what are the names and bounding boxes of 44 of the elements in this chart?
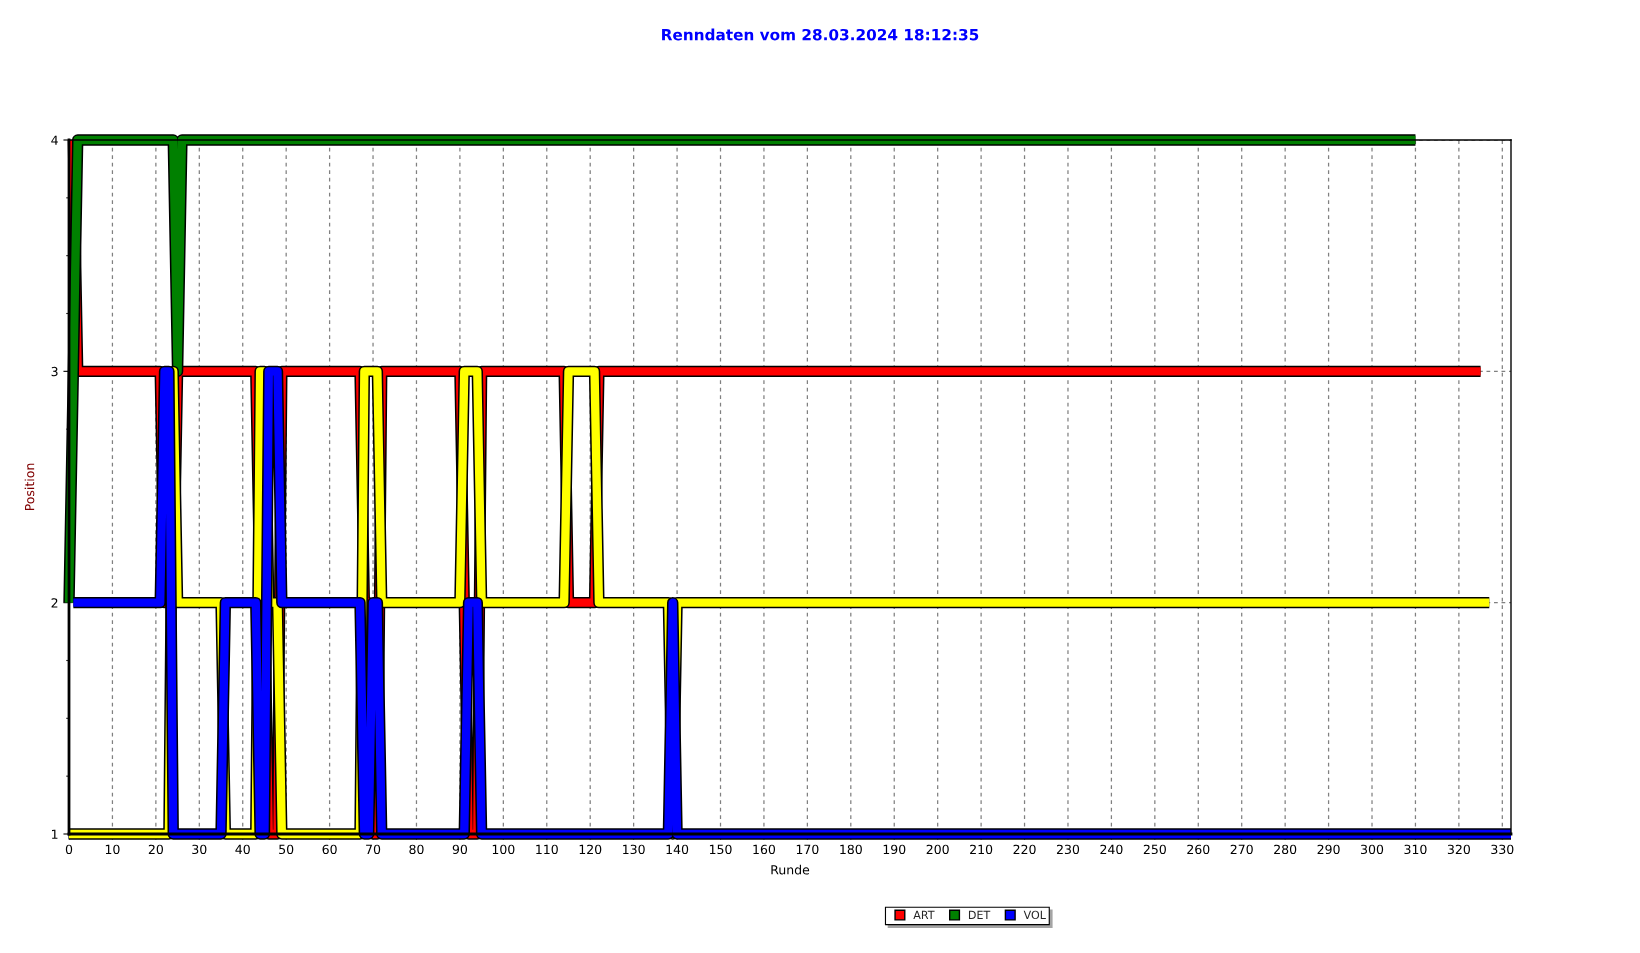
x-tick-label: 20	[148, 844, 163, 855]
legend-label: ART	[913, 910, 935, 919]
x-tick-label: 260	[1187, 844, 1210, 855]
x-tick-label: 240	[1100, 844, 1123, 855]
x-tick-label: 210	[970, 844, 993, 855]
x-tick-label: 140	[666, 844, 689, 855]
x-tick-label: 270	[1230, 844, 1253, 855]
x-tick-label: 180	[840, 844, 862, 855]
x-tick-label: 0	[65, 844, 73, 855]
x-tick-label: 30	[192, 844, 207, 855]
x-tick-label: 110	[536, 844, 558, 855]
x-tick-label: 230	[1056, 844, 1080, 855]
y-tick-label: 1	[52, 829, 58, 839]
x-tick-label: 80	[409, 844, 424, 855]
x-tick-label: 120	[579, 844, 602, 855]
x-tick-label: 330	[1491, 844, 1514, 855]
x-tick-label: 130	[623, 844, 645, 855]
y-axis-title: Position	[24, 463, 35, 511]
x-tick-label: 160	[753, 844, 776, 855]
y-tick-label: 3	[51, 366, 58, 377]
x-tick-label: 90	[452, 844, 468, 855]
y-tick-label: 4	[51, 135, 58, 145]
x-tick-label: 220	[1013, 844, 1036, 855]
x-tick-label: 60	[322, 844, 337, 855]
legend-label: DET	[968, 910, 991, 919]
x-tick-label: 320	[1447, 844, 1470, 855]
x-tick-label: 150	[709, 844, 732, 855]
legend-label: VOL	[1023, 910, 1046, 920]
x-tick-label: 100	[492, 844, 515, 855]
x-tick-label: 10	[105, 844, 120, 855]
x-tick-label: 40	[235, 844, 250, 855]
x-tick-label: 290	[1317, 844, 1340, 855]
chart-title: Renndaten vom 28.03.2024 18:12:35	[662, 28, 979, 41]
x-axis-title: Runde	[771, 864, 810, 875]
x-tick-label: 280	[1274, 844, 1297, 855]
x-tick-label: 70	[366, 844, 381, 855]
x-tick-label: 300	[1361, 844, 1384, 855]
y-tick-label: 2	[51, 598, 58, 608]
x-tick-label: 250	[1143, 844, 1166, 855]
x-tick-label: 190	[883, 844, 906, 855]
x-tick-label: 170	[796, 844, 819, 855]
x-tick-label: 50	[279, 844, 294, 855]
x-tick-label: 200	[926, 844, 949, 855]
x-tick-label: 310	[1404, 844, 1427, 855]
